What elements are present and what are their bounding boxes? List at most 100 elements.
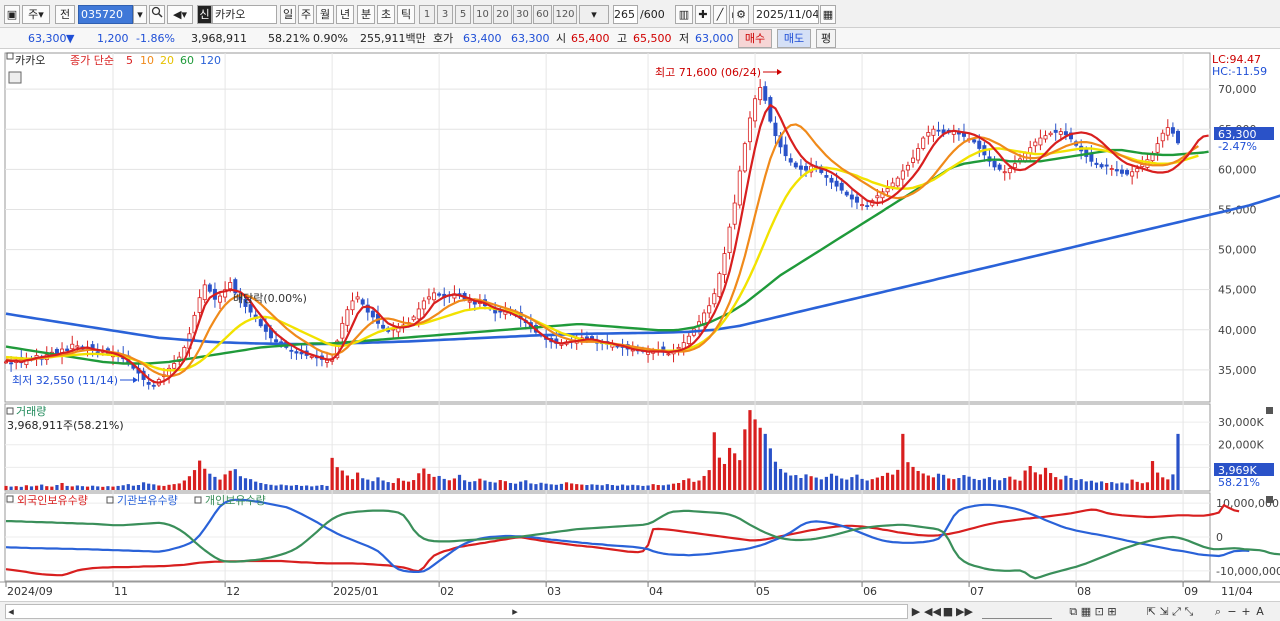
volume-bar: [845, 479, 849, 490]
volume-bar: [641, 485, 645, 490]
price-tag: 63,300: [1218, 128, 1257, 141]
draw-line-icon[interactable]: ╱: [713, 5, 727, 24]
code-dropdown-icon[interactable]: ▾: [133, 5, 147, 24]
period-year-button[interactable]: 년: [336, 5, 354, 24]
period-tick-button[interactable]: 틱: [397, 5, 415, 24]
holding-line-institution: [5, 498, 1250, 574]
candle-body: [1165, 127, 1170, 136]
volume-bar: [1166, 479, 1170, 490]
chart-area[interactable]: 70,00065,00060,00055,00050,00045,00040,0…: [0, 50, 1280, 603]
interval-120-button[interactable]: 120: [553, 5, 577, 24]
rewind-icon[interactable]: ◀◀: [924, 605, 941, 618]
candle-body: [381, 324, 386, 329]
candle-body: [1109, 168, 1114, 170]
interval-30-button[interactable]: 30: [513, 5, 532, 24]
volume-bar: [361, 478, 365, 490]
candle-body: [421, 300, 426, 310]
tool-icons[interactable]: ⧉ ▦ ⊡ ⊞: [1069, 605, 1117, 618]
volume-bar: [218, 479, 222, 490]
period-second-button[interactable]: 초: [377, 5, 395, 24]
volume-bar: [34, 485, 39, 490]
interval-dropdown[interactable]: ▾: [579, 5, 609, 24]
candle-body: [218, 295, 223, 303]
eval-button[interactable]: 평: [816, 29, 836, 48]
stock-code-input[interactable]: 035720: [78, 5, 133, 24]
volume-bar: [396, 478, 400, 490]
type-select[interactable]: 주▾: [22, 5, 50, 24]
sell-button[interactable]: 매도: [777, 29, 811, 48]
volume-bar: [213, 476, 217, 490]
stop-icon[interactable]: ■: [942, 605, 954, 618]
draw-tool-icons[interactable]: ⇱ ⇲ ⤢ ⤡: [1146, 605, 1194, 618]
add-indicator-icon[interactable]: ✚: [695, 5, 711, 24]
holding-panel-close-icon[interactable]: [1266, 496, 1273, 503]
volume-bar: [269, 484, 273, 490]
volume-bar: [96, 486, 100, 490]
candle-body: [676, 347, 681, 350]
period-week-button[interactable]: 주: [298, 5, 314, 24]
zoom-out-icon[interactable]: −: [1227, 605, 1237, 618]
play-icon[interactable]: ▶: [911, 605, 921, 618]
scroll-right-icon[interactable]: ▸: [512, 605, 518, 618]
volume-bar: [101, 486, 105, 490]
volume-bar: [1110, 482, 1114, 490]
scroll-left-icon[interactable]: ◂: [8, 605, 14, 618]
volume-bar: [1150, 461, 1155, 490]
volume-bar: [758, 427, 762, 490]
volume-bar: [743, 429, 747, 490]
horizontal-scrollbar[interactable]: [5, 604, 908, 619]
candle-body: [839, 182, 844, 191]
candle-type-icon[interactable]: ▥: [675, 5, 693, 24]
period-month-button[interactable]: 월: [316, 5, 334, 24]
volume-panel-close-icon[interactable]: [1266, 407, 1273, 414]
price-tag-box: [1214, 127, 1274, 140]
candle-body: [1089, 153, 1094, 162]
volume-bar: [473, 481, 477, 490]
zoom-slider[interactable]: [982, 604, 1052, 619]
candle-body: [1176, 130, 1181, 144]
date-input[interactable]: 2025/11/04: [753, 5, 819, 24]
volume-bar: [605, 484, 609, 490]
speaker-icon[interactable]: ◀▾: [167, 5, 193, 24]
stock-name-field[interactable]: 카카오: [212, 5, 277, 24]
period-day-button[interactable]: 일: [280, 5, 296, 24]
volume-bar: [513, 483, 518, 490]
interval-20-button[interactable]: 20: [493, 5, 512, 24]
window-menu-icon[interactable]: ▣: [4, 5, 20, 24]
interval-5-button[interactable]: 5: [455, 5, 471, 24]
period-minute-button[interactable]: 분: [357, 5, 375, 24]
fast-forward-icon[interactable]: ▶▶: [956, 605, 973, 618]
calendar-icon[interactable]: ▦: [820, 5, 836, 24]
font-size-icon[interactable]: A: [1256, 605, 1264, 618]
settings-gear-icon[interactable]: ⚙: [733, 5, 749, 24]
buy-button[interactable]: 매수: [738, 29, 772, 48]
table-view-icon[interactable]: [8, 71, 22, 84]
volume-bar: [238, 476, 242, 490]
interval-60-button[interactable]: 60: [533, 5, 552, 24]
volume-bar: [427, 473, 431, 490]
legend-ma60: 60: [180, 54, 194, 67]
volume-bar: [9, 486, 13, 490]
stock-chart-svg[interactable]: 70,00065,00060,00055,00050,00045,00040,0…: [0, 50, 1280, 603]
volume-bar: [829, 473, 834, 490]
volume-bar: [733, 453, 737, 490]
shin-badge[interactable]: 신: [197, 5, 212, 24]
candle-body: [783, 144, 788, 157]
volume-bar: [55, 485, 59, 490]
prev-button[interactable]: 전: [55, 5, 75, 24]
volume-bar: [646, 485, 650, 490]
zoom-in-icon[interactable]: +: [1241, 605, 1251, 618]
interval-1-button[interactable]: 1: [419, 5, 435, 24]
volume-bar: [1171, 474, 1175, 490]
volume-bar: [192, 470, 197, 490]
zoom-search-icon[interactable]: ⌕: [1214, 605, 1222, 618]
volume-bar: [799, 478, 803, 490]
search-icon[interactable]: [149, 5, 165, 24]
interval-3-button[interactable]: 3: [437, 5, 453, 24]
holding-axis: 10,000,000 0 -10,000,000: [1216, 497, 1280, 578]
candle-body: [498, 310, 503, 313]
volume-bar: [544, 483, 548, 490]
volume-bar: [1125, 483, 1129, 490]
interval-10-button[interactable]: 10: [473, 5, 492, 24]
count-input[interactable]: 265: [613, 5, 638, 24]
